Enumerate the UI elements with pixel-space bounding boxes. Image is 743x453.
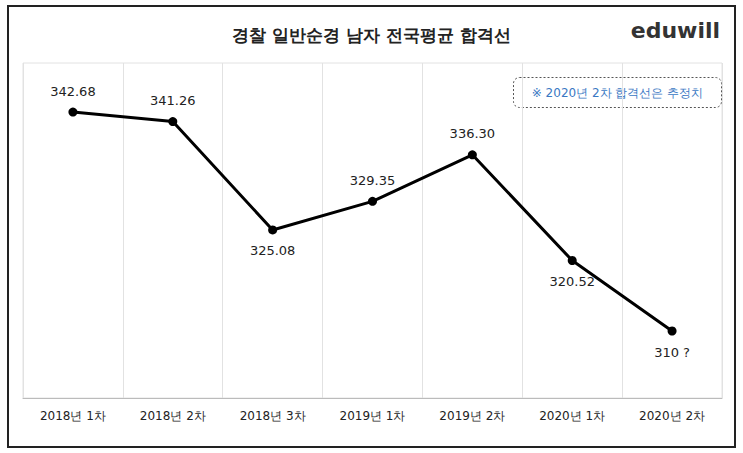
svg-text:eduwill: eduwill — [631, 18, 720, 43]
svg-text:341.26: 341.26 — [150, 93, 196, 108]
svg-text:2018년 2차: 2018년 2차 — [140, 409, 206, 423]
svg-text:2019년 2차: 2019년 2차 — [439, 409, 505, 423]
svg-text:※ 2020년 2차 합격선은 추정치: ※ 2020년 2차 합격선은 추정치 — [532, 86, 704, 100]
svg-text:2018년 1차: 2018년 1차 — [40, 409, 106, 423]
svg-text:342.68: 342.68 — [50, 84, 96, 99]
svg-text:2020년 2차: 2020년 2차 — [639, 409, 705, 423]
svg-text:336.30: 336.30 — [450, 126, 496, 141]
svg-text:2018년 3차: 2018년 3차 — [240, 409, 306, 423]
svg-text:325.08: 325.08 — [250, 243, 296, 258]
svg-text:2020년 1차: 2020년 1차 — [539, 409, 605, 423]
svg-text:320.52: 320.52 — [549, 274, 595, 289]
svg-text:329.35: 329.35 — [350, 173, 396, 188]
svg-text:경찰 일반순경 남자 전국평균 합격선: 경찰 일반순경 남자 전국평균 합격선 — [232, 25, 511, 45]
svg-text:310 ?: 310 ? — [654, 345, 690, 360]
svg-text:2019년 1차: 2019년 1차 — [340, 409, 406, 423]
